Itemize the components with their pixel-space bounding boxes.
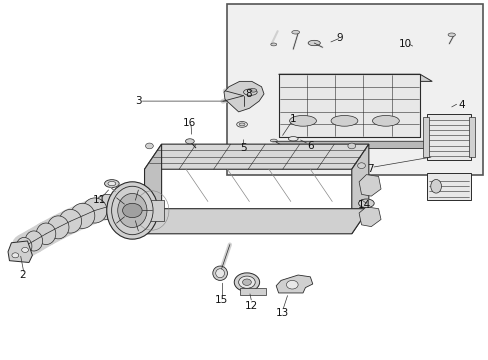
Text: 5: 5 xyxy=(240,143,246,153)
Ellipse shape xyxy=(242,279,251,285)
Polygon shape xyxy=(351,144,368,234)
Polygon shape xyxy=(144,144,161,234)
Ellipse shape xyxy=(430,180,441,193)
Text: 9: 9 xyxy=(336,33,342,43)
Text: 10: 10 xyxy=(398,39,411,49)
Text: 12: 12 xyxy=(244,301,258,311)
Ellipse shape xyxy=(372,116,399,126)
Polygon shape xyxy=(276,275,312,293)
Ellipse shape xyxy=(16,237,32,255)
Circle shape xyxy=(145,143,153,149)
Ellipse shape xyxy=(330,116,357,126)
Ellipse shape xyxy=(243,89,257,95)
Ellipse shape xyxy=(106,182,158,239)
Ellipse shape xyxy=(234,273,259,292)
Polygon shape xyxy=(358,175,380,196)
Bar xyxy=(427,173,470,200)
Ellipse shape xyxy=(289,116,316,126)
Ellipse shape xyxy=(36,223,56,244)
Ellipse shape xyxy=(185,139,194,144)
Ellipse shape xyxy=(82,198,107,223)
Ellipse shape xyxy=(249,89,256,92)
Bar xyxy=(278,74,419,137)
Ellipse shape xyxy=(108,181,116,186)
Text: 14: 14 xyxy=(357,200,370,210)
Circle shape xyxy=(357,163,365,168)
Circle shape xyxy=(12,253,19,258)
Ellipse shape xyxy=(236,122,247,127)
Ellipse shape xyxy=(59,210,81,233)
Ellipse shape xyxy=(447,33,454,37)
Text: 7: 7 xyxy=(366,164,373,174)
Ellipse shape xyxy=(270,139,277,142)
Polygon shape xyxy=(278,74,419,137)
Polygon shape xyxy=(274,141,435,148)
Text: 8: 8 xyxy=(244,89,251,99)
Ellipse shape xyxy=(307,40,320,46)
Text: 2: 2 xyxy=(20,270,26,280)
Bar xyxy=(239,288,266,295)
Polygon shape xyxy=(224,81,264,112)
Ellipse shape xyxy=(238,276,255,288)
Polygon shape xyxy=(8,241,32,262)
Bar xyxy=(144,200,163,221)
Text: 1: 1 xyxy=(289,114,296,124)
Bar xyxy=(427,114,470,160)
Ellipse shape xyxy=(215,269,224,278)
Ellipse shape xyxy=(358,199,373,208)
Text: 16: 16 xyxy=(183,118,196,128)
Ellipse shape xyxy=(270,43,276,46)
Text: 4: 4 xyxy=(457,100,464,110)
Polygon shape xyxy=(144,209,368,234)
Bar xyxy=(423,117,428,157)
Text: 11: 11 xyxy=(92,195,105,205)
Text: 13: 13 xyxy=(275,308,288,318)
Ellipse shape xyxy=(25,231,42,251)
Ellipse shape xyxy=(288,136,298,141)
Circle shape xyxy=(347,143,355,149)
Polygon shape xyxy=(278,74,431,81)
Ellipse shape xyxy=(95,194,119,220)
Ellipse shape xyxy=(212,266,227,280)
Bar xyxy=(468,117,474,157)
Ellipse shape xyxy=(291,31,299,34)
Circle shape xyxy=(21,247,28,252)
Text: 3: 3 xyxy=(135,96,141,106)
Polygon shape xyxy=(358,207,380,226)
Bar xyxy=(227,4,483,175)
Ellipse shape xyxy=(70,203,95,228)
Ellipse shape xyxy=(111,186,153,235)
Ellipse shape xyxy=(104,180,119,188)
Ellipse shape xyxy=(118,193,147,228)
Circle shape xyxy=(122,203,142,218)
Ellipse shape xyxy=(47,216,69,239)
Polygon shape xyxy=(144,144,368,169)
Ellipse shape xyxy=(239,123,244,126)
Text: 6: 6 xyxy=(306,141,313,151)
Text: 15: 15 xyxy=(214,295,227,305)
Circle shape xyxy=(286,280,298,289)
